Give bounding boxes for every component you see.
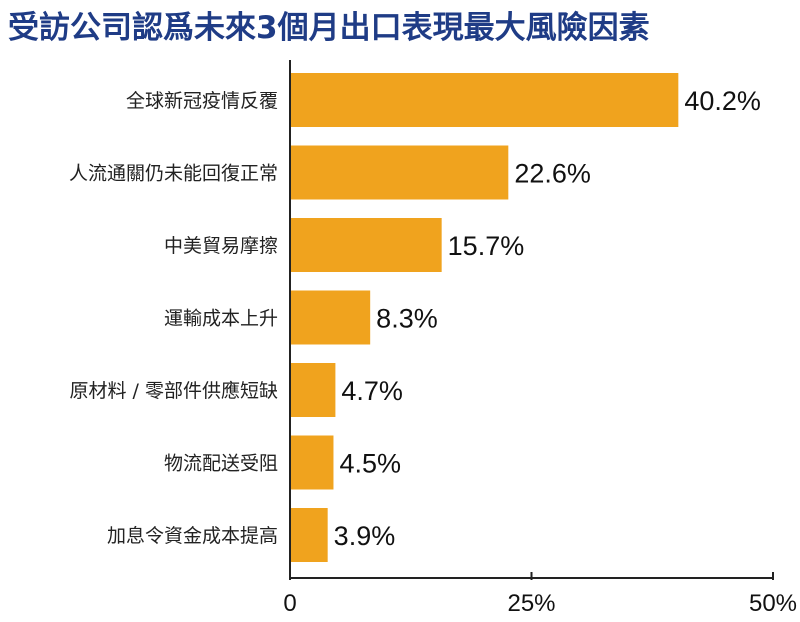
bar xyxy=(290,290,371,345)
value-label: 4.5% xyxy=(339,449,401,479)
value-label: 4.7% xyxy=(341,376,403,406)
value-label: 15.7% xyxy=(448,231,525,261)
category-label: 原材料 / 零部件供應短缺 xyxy=(70,379,278,402)
value-label: 8.3% xyxy=(376,304,438,334)
value-label: 22.6% xyxy=(514,159,591,189)
x-tick-label: 50% xyxy=(749,590,797,617)
bar xyxy=(290,218,442,272)
bar xyxy=(290,363,336,417)
category-label: 物流配送受阻 xyxy=(164,453,278,475)
value-label: 3.9% xyxy=(334,521,396,551)
chart-title: 受訪公司認爲未來3個月出口表現最大風險因素 xyxy=(8,10,650,46)
x-tick-label: 0 xyxy=(283,590,296,617)
bar xyxy=(290,508,328,562)
category-label: 加息令資金成本提高 xyxy=(107,525,278,547)
value-label: 40.2% xyxy=(684,86,761,116)
bar xyxy=(290,145,509,200)
category-label: 運輸成本上升 xyxy=(164,308,278,330)
bar xyxy=(290,73,679,127)
x-tick-label: 25% xyxy=(507,590,555,617)
bar xyxy=(290,435,334,490)
category-label: 中美貿易摩擦 xyxy=(164,235,278,257)
category-label: 人流通關仍未能回復正常 xyxy=(69,163,278,185)
category-label: 全球新冠疫情反覆 xyxy=(126,90,278,112)
